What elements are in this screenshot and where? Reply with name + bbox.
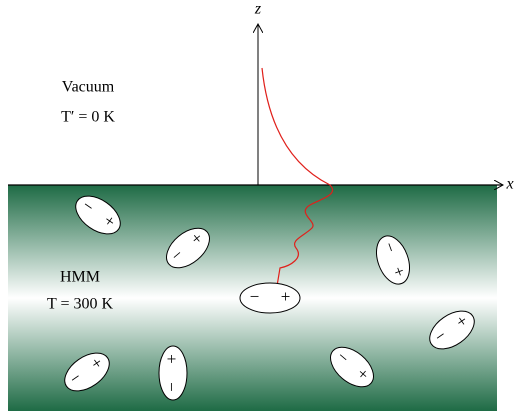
dipole: −+ [376,235,410,285]
plus-sign: + [281,287,291,306]
dipole-ellipse [166,227,210,269]
dipole-ellipse [376,235,410,285]
dipole-ellipse [75,195,121,235]
vacuum-label: Vacuum [62,79,115,96]
dipoles: −+−+− +−+−+−+−+ −+ [64,195,475,401]
x-label: x [505,176,513,193]
dipole: −+ [158,345,188,401]
dipole: −+ [64,352,110,392]
dipole: −+ [75,195,121,235]
vacuum-temperature: T′ = 0 K [61,109,115,126]
dipole-ellipse [64,352,110,392]
dipole-ellipse [158,345,188,401]
dipole: −+ [429,310,475,350]
minus-sign: − [250,287,260,306]
hmm-label: HMM [60,269,100,286]
dipole-ellipse [429,310,475,350]
emission-curve [261,67,333,287]
dipole: −+ [330,346,374,388]
z-label: z [254,1,262,18]
dipole-ellipse [239,282,301,314]
dipole: −+ [166,227,210,269]
dipole-ellipse [330,346,374,388]
minus-sign: − [162,382,181,392]
dipole: −+ [239,282,301,314]
plus-sign: + [162,354,181,364]
hmm-temperature: T = 300 K [47,296,114,313]
